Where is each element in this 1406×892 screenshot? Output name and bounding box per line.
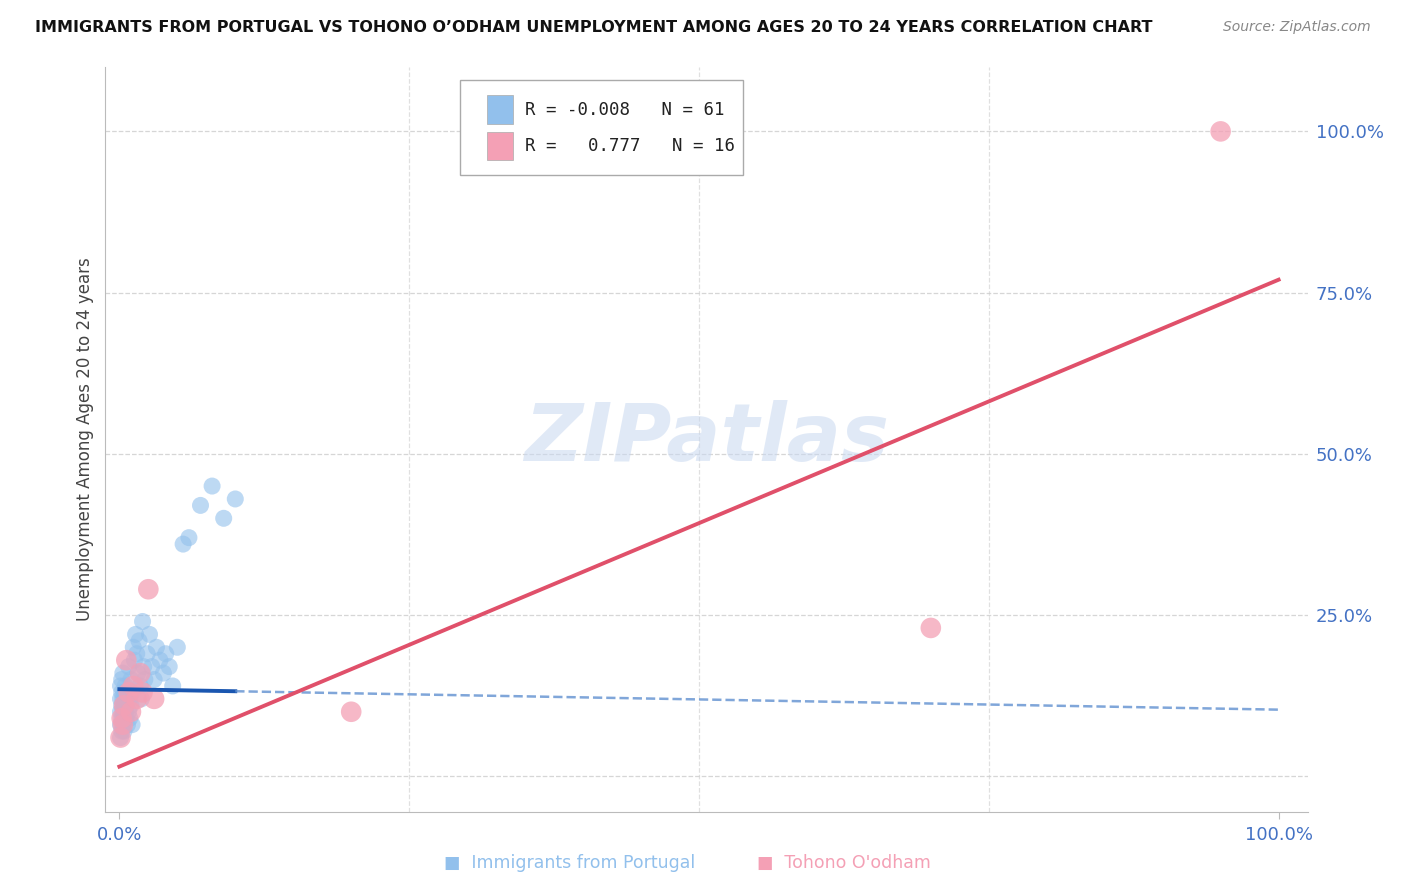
Point [129, 679, 152, 693]
Point [131, 691, 153, 706]
Point [120, 705, 142, 719]
Point [125, 647, 148, 661]
Point [134, 673, 156, 687]
Point [112, 698, 135, 713]
Point [110, 731, 132, 745]
Text: ZIPatlas: ZIPatlas [524, 401, 889, 478]
Point [111, 711, 134, 725]
Point [212, 511, 235, 525]
Point [132, 659, 155, 673]
FancyBboxPatch shape [460, 79, 742, 175]
Point [177, 531, 200, 545]
Point [920, 621, 942, 635]
Text: R =   0.777   N = 16: R = 0.777 N = 16 [524, 136, 735, 154]
Point [111, 698, 134, 713]
Point [129, 666, 152, 681]
Point [117, 717, 139, 731]
Point [131, 615, 153, 629]
Point [124, 627, 146, 641]
Point [121, 685, 143, 699]
Text: ■  Tohono O'odham: ■ Tohono O'odham [756, 855, 931, 872]
Point [127, 666, 149, 681]
Point [125, 691, 148, 706]
Point [118, 691, 141, 706]
Point [117, 685, 139, 699]
Point [111, 717, 134, 731]
Point [117, 685, 139, 699]
Point [114, 705, 136, 719]
Point [112, 711, 135, 725]
Text: Source: ZipAtlas.com: Source: ZipAtlas.com [1223, 20, 1371, 34]
Point [122, 640, 145, 655]
Point [149, 653, 172, 667]
Point [121, 717, 143, 731]
Point [166, 640, 188, 655]
Point [128, 633, 150, 648]
Point [118, 711, 141, 725]
Point [111, 717, 134, 731]
Point [114, 679, 136, 693]
Point [143, 673, 166, 687]
Point [122, 679, 145, 693]
Point [111, 666, 134, 681]
Point [138, 582, 160, 597]
Point [131, 685, 153, 699]
Point [111, 711, 134, 725]
Point [111, 724, 134, 739]
Point [111, 705, 134, 719]
Point [145, 640, 167, 655]
Point [110, 717, 132, 731]
Point [201, 479, 224, 493]
Text: IMMIGRANTS FROM PORTUGAL VS TOHONO O’ODHAM UNEMPLOYMENT AMONG AGES 20 TO 24 YEAR: IMMIGRANTS FROM PORTUGAL VS TOHONO O’ODH… [35, 20, 1153, 35]
Text: R = -0.008   N = 61: R = -0.008 N = 61 [524, 101, 724, 119]
Point [111, 685, 134, 699]
Point [340, 705, 363, 719]
Point [124, 653, 146, 667]
Point [110, 679, 132, 693]
Point [117, 705, 139, 719]
Point [111, 673, 134, 687]
Y-axis label: Unemployment Among Ages 20 to 24 years: Unemployment Among Ages 20 to 24 years [76, 258, 94, 621]
Point [155, 647, 177, 661]
Point [172, 537, 194, 551]
Text: ■  Immigrants from Portugal: ■ Immigrants from Portugal [444, 855, 695, 872]
Point [152, 666, 174, 681]
Point [120, 673, 142, 687]
Bar [486, 95, 513, 124]
Point [162, 679, 184, 693]
Point [110, 705, 132, 719]
Point [112, 698, 135, 713]
Point [1209, 124, 1232, 138]
Point [224, 491, 246, 506]
Point [115, 698, 138, 713]
Point [110, 731, 132, 745]
Point [143, 691, 166, 706]
Point [190, 499, 212, 513]
Point [117, 659, 139, 673]
Point [115, 711, 138, 725]
Point [110, 691, 132, 706]
Point [111, 691, 134, 706]
Point [114, 691, 136, 706]
Point [112, 724, 135, 739]
Point [136, 647, 159, 661]
Point [120, 698, 142, 713]
Point [115, 653, 138, 667]
Point [157, 659, 180, 673]
Point [141, 659, 163, 673]
Bar [486, 132, 513, 160]
Point [138, 627, 160, 641]
Point [112, 685, 135, 699]
